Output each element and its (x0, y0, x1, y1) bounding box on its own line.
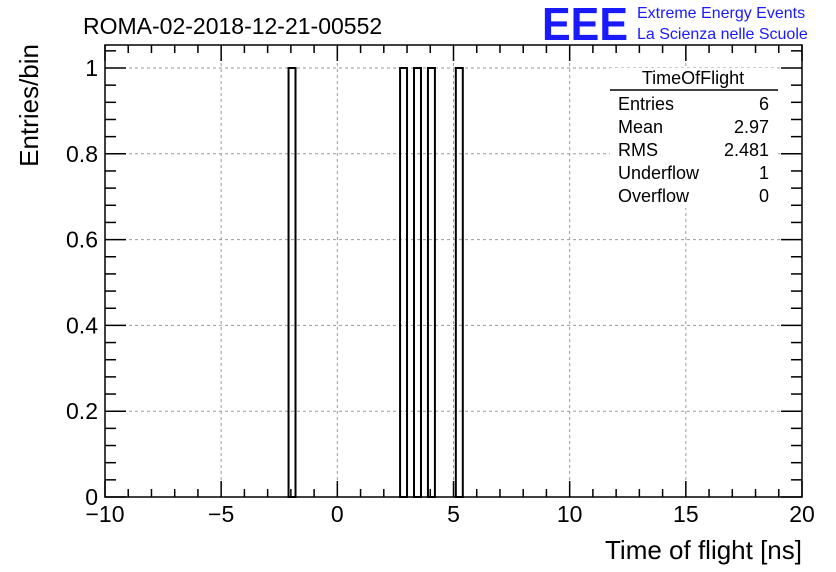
ticks-layer (104, 45, 803, 498)
y-tick-label: 0.8 (66, 141, 98, 167)
x-tick-label: 0 (331, 501, 344, 527)
y-tick-label: 0.6 (66, 227, 98, 253)
chart-title: ROMA-02-2018-12-21-00552 (83, 13, 382, 39)
stats-row-value: 2.97 (734, 117, 769, 137)
histogram-bar (399, 67, 409, 498)
stats-row-label: Overflow (618, 186, 690, 206)
stats-row-label: Entries (618, 94, 674, 114)
histogram-bar (454, 67, 464, 498)
y-tick-label: 0 (85, 484, 98, 510)
stats-row-value: 2.481 (724, 140, 769, 160)
stats-box: TimeOfFlight Entries 6 Mean 2.97 RMS 2.481 Und… (610, 68, 778, 208)
eee-logo: EEE Extreme Energy Events La Scienza nel… (542, 0, 808, 50)
stats-row-value: 6 (759, 94, 769, 114)
y-tick-label: 0.4 (66, 312, 98, 338)
stats-row-value: 0 (759, 186, 769, 206)
y-tick-label: 0.2 (66, 398, 98, 424)
eee-logo-line1: Extreme Energy Events (637, 5, 805, 22)
x-axis-label: Time of flight [ns] (605, 535, 802, 565)
x-tick-label: −10 (85, 501, 124, 527)
eee-logo-mark: EEE (542, 0, 628, 50)
y-tick-label: 1 (85, 55, 98, 81)
eee-logo-line2: La Scienza nelle Scuole (637, 26, 808, 43)
stats-row-value: 1 (759, 163, 769, 183)
bars-layer (287, 67, 464, 498)
x-tick-label: 15 (673, 501, 699, 527)
stats-box-title: TimeOfFlight (642, 68, 744, 88)
stats-row-label: Underflow (618, 163, 700, 183)
stats-box-frame (610, 68, 778, 208)
x-tick-label: −5 (208, 501, 234, 527)
x-tick-label: 10 (557, 501, 583, 527)
y-axis-label: Entries/bin (14, 44, 44, 167)
histogram-bar (287, 67, 297, 498)
histogram-bar (426, 67, 436, 498)
grid-layer (105, 45, 802, 497)
histogram-bar (413, 67, 422, 498)
stats-row-label: Mean (618, 117, 663, 137)
stats-row-label: RMS (618, 140, 658, 160)
x-tick-label: 20 (789, 501, 815, 527)
x-tick-label: 5 (447, 501, 460, 527)
stats-rows: Entries 6 Mean 2.97 RMS 2.481 Underflow 1 Overfl… (618, 94, 769, 206)
